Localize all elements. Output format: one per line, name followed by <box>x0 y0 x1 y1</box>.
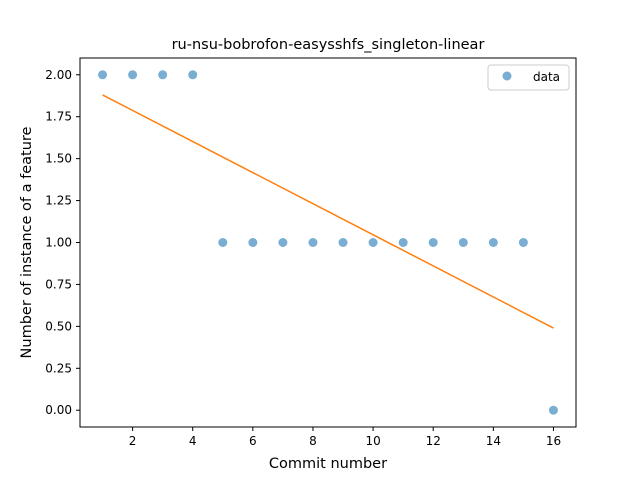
axes-frame <box>79 57 577 428</box>
x-tick-label: 2 <box>129 434 137 448</box>
scatter-point <box>278 238 288 247</box>
scatter-point <box>248 238 258 247</box>
y-tick-label: 1.75 <box>45 110 72 124</box>
x-tick-label: 12 <box>426 434 441 448</box>
y-tick-label: 1.25 <box>45 194 72 208</box>
x-axis-label: Commit number <box>269 456 387 472</box>
x-tick-label: 16 <box>546 434 561 448</box>
x-tick-label: 4 <box>189 434 197 448</box>
chart-title: ru-nsu-bobrofon-easysshfs_singleton-line… <box>172 37 485 53</box>
x-tick-label: 8 <box>309 434 317 448</box>
scatter-point <box>548 405 558 415</box>
x-tick-label: 14 <box>486 434 501 448</box>
scatter-point <box>488 238 498 247</box>
scatter-point <box>368 238 378 247</box>
legend-label-data: data <box>533 70 560 84</box>
scatter-point <box>428 238 438 247</box>
scatter-point <box>98 70 108 80</box>
legend-marker-data <box>502 71 512 81</box>
y-tick-label: 0.75 <box>45 277 72 291</box>
y-tick-label: 0.50 <box>45 319 72 333</box>
y-tick-label: 1.00 <box>45 236 72 250</box>
scatter-point <box>308 238 318 247</box>
y-axis-label: Number of instance of a feature <box>19 126 35 358</box>
scatter-point <box>458 238 468 247</box>
x-tick-label: 6 <box>249 434 257 448</box>
x-axis: 2 4 6 8 10 12 14 16 <box>129 427 561 448</box>
scatter-point <box>128 70 138 80</box>
y-tick-label: 2.00 <box>45 68 72 82</box>
scatter-point <box>398 238 408 247</box>
scatter-point <box>188 70 198 80</box>
scatter-point <box>218 238 228 247</box>
y-tick-label: 0.00 <box>45 403 72 417</box>
scatter-point <box>518 238 528 247</box>
y-tick-label: 1.50 <box>45 152 72 166</box>
legend-box <box>487 64 570 91</box>
legend: data <box>487 64 570 91</box>
x-tick-label: 10 <box>365 434 380 448</box>
y-tick-label: 0.25 <box>45 361 72 375</box>
fit-line <box>102 94 554 329</box>
scatter-point <box>338 238 348 247</box>
y-axis: 0.00 0.25 0.50 0.75 1.00 1.25 1.50 1.75 2.00 <box>45 68 80 417</box>
plot-area <box>98 70 558 415</box>
scatter-point <box>158 70 168 80</box>
